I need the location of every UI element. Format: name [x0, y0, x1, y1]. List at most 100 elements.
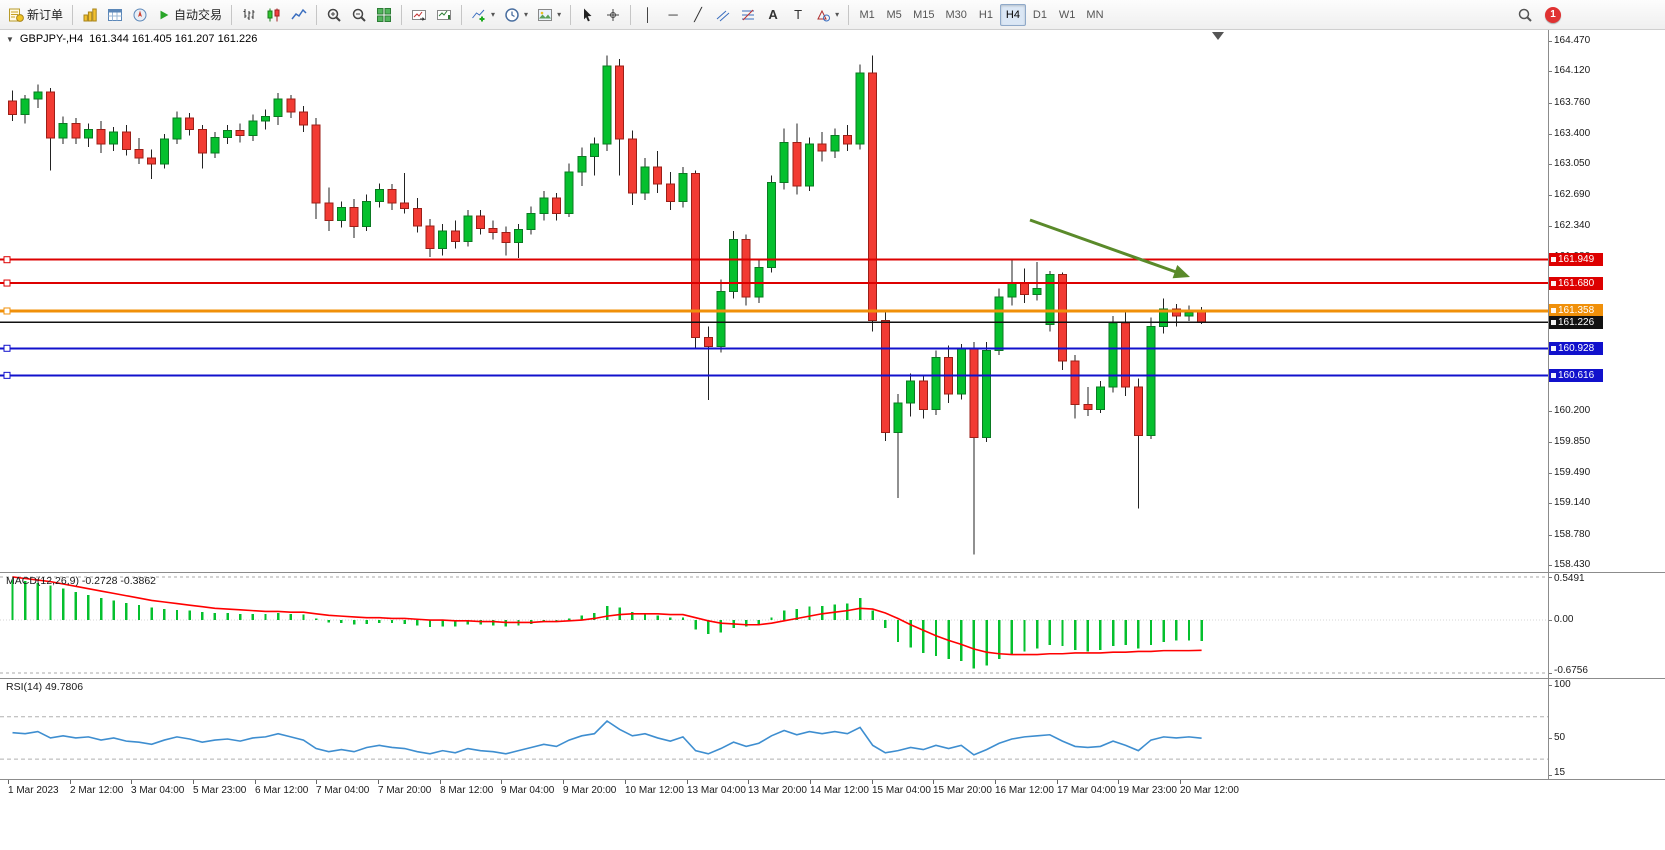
- search-button[interactable]: [1513, 3, 1537, 27]
- time-tick-mark: [501, 780, 502, 784]
- bar-chart-icon: [243, 8, 255, 20]
- timeframe-w1-button[interactable]: W1: [1058, 8, 1076, 21]
- indicators-caret-icon: ▾: [491, 9, 496, 19]
- macd-tick-label: 0.5491: [1554, 573, 1585, 584]
- time-axis-label: 5 Mar 23:00: [193, 785, 247, 796]
- macd-tick-mark: [1549, 577, 1552, 578]
- shapes-caret-icon: ▾: [835, 9, 840, 19]
- line-chart-button[interactable]: [287, 3, 311, 27]
- time-axis-label: 19 Mar 23:00: [1118, 785, 1177, 796]
- timeframe-m15-button[interactable]: M15: [913, 8, 935, 21]
- new-order-icon: [9, 8, 24, 22]
- macd-canvas[interactable]: [0, 573, 1548, 678]
- navigator-icon: [133, 8, 147, 21]
- horizontal-line-tool-button[interactable]: ─: [661, 3, 685, 27]
- timeframe-m5-button[interactable]: M5: [886, 8, 902, 21]
- toolbar-right-group: 1: [1513, 3, 1561, 27]
- time-axis[interactable]: 1 Mar 2023 2 Mar 12:00 3 Mar 04:00 5 Mar 23…: [0, 779, 1665, 801]
- time-axis-label: 17 Mar 04:00: [1057, 785, 1116, 796]
- text-tool-button[interactable]: A: [761, 3, 785, 27]
- timeframe-d1-button[interactable]: D1: [1032, 8, 1047, 21]
- label-tool-button[interactable]: T: [786, 3, 810, 27]
- one-click-trading-toggle-icon[interactable]: ▼: [6, 34, 14, 44]
- timeframe-m1-button[interactable]: M1: [859, 8, 875, 21]
- time-axis-label: 8 Mar 12:00: [440, 785, 494, 796]
- chart-shift-marker: [1212, 32, 1224, 40]
- panel-separator[interactable]: [0, 572, 1665, 573]
- main-price-scale[interactable]: 164.470 164.120 163.760 163.400 163.050 162.6…: [1549, 30, 1665, 572]
- timeframe-h4-button[interactable]: H4: [999, 3, 1026, 26]
- navigator-button[interactable]: [128, 3, 152, 27]
- bar-chart-button[interactable]: [237, 3, 261, 27]
- timeframe-m30-button[interactable]: M30: [945, 8, 967, 21]
- line-handle-161.358: [3, 307, 11, 315]
- rsi-tick-mark: [1549, 685, 1552, 686]
- time-tick-mark: [8, 780, 9, 784]
- indicators-button[interactable]: ▾: [467, 3, 499, 27]
- timeframe-mn-button[interactable]: MN: [1086, 8, 1104, 21]
- time-axis-label: 20 Mar 12:00: [1180, 785, 1239, 796]
- rsi-scale[interactable]: 100 50 15: [1549, 679, 1665, 779]
- tile-windows-button[interactable]: [372, 3, 396, 27]
- time-tick-mark: [316, 780, 317, 784]
- candlestick-chart-button[interactable]: [262, 3, 286, 27]
- price-badge-161.949: 161.949: [1549, 253, 1603, 267]
- zoom-in-button[interactable]: [322, 3, 346, 27]
- price-scale-border: [1548, 30, 1549, 779]
- main-toolbar: 新订单 自动交易: [0, 0, 1665, 30]
- shapes-tool-button[interactable]: ▾: [811, 3, 843, 27]
- periods-button[interactable]: ▾: [500, 3, 532, 27]
- price-badge-160.616: 160.616: [1549, 368, 1603, 382]
- time-tick-mark: [872, 780, 873, 784]
- data-window-icon: [108, 8, 123, 21]
- rsi-tick-label: 100: [1554, 679, 1571, 690]
- templates-caret-icon: ▾: [557, 9, 562, 19]
- notification-badge[interactable]: 1: [1545, 6, 1561, 23]
- panel-separator[interactable]: [0, 678, 1665, 679]
- new-order-button[interactable]: 新订单: [4, 3, 67, 27]
- chart-header: ▼ GBPJPY-,H4 161.344 161.405 161.207 161…: [6, 33, 257, 45]
- macd-tick-mark: [1549, 620, 1552, 621]
- market-watch-button[interactable]: [78, 3, 102, 27]
- time-axis-label: 13 Mar 04:00: [687, 785, 746, 796]
- zoom-out-button[interactable]: [347, 3, 371, 27]
- cursor-button[interactable]: [576, 3, 600, 27]
- price-tick-label: 163.400: [1554, 127, 1591, 139]
- trendline-icon: ╱: [694, 7, 702, 22]
- time-tick-mark: [1118, 780, 1119, 784]
- main-chart-canvas[interactable]: [0, 30, 1548, 572]
- channel-tool-button[interactable]: [711, 3, 735, 27]
- line-handle-160.928: [3, 344, 11, 352]
- rsi-canvas[interactable]: [0, 679, 1548, 779]
- macd-scale[interactable]: 0.5491 0.00 -0.6756: [1549, 573, 1665, 678]
- trend-arrow-annotation: [1029, 218, 1182, 276]
- candlestick-series: [8, 55, 1207, 555]
- line-handle-161.680: [3, 279, 11, 287]
- price-tick-mark: [1549, 442, 1552, 443]
- price-badge-161.358: 161.358: [1549, 304, 1603, 318]
- timeframe-h1-button[interactable]: H1: [978, 8, 993, 21]
- time-tick-mark: [687, 780, 688, 784]
- rsi-line: [12, 719, 1202, 756]
- auto-scroll-button[interactable]: [432, 3, 456, 27]
- crosshair-button[interactable]: [601, 3, 625, 27]
- data-window-button[interactable]: [103, 3, 127, 27]
- channel-icon: [716, 10, 730, 21]
- time-axis-label: 16 Mar 12:00: [995, 785, 1054, 796]
- macd-indicator-label: MACD(12,26,9) -0.2728 -0.3862: [6, 575, 156, 587]
- time-tick-mark: [625, 780, 626, 784]
- auto-trading-button[interactable]: 自动交易: [153, 3, 226, 27]
- time-tick-mark: [810, 780, 811, 784]
- price-tick-label: 158.780: [1554, 528, 1591, 540]
- templates-button[interactable]: ▾: [533, 3, 565, 27]
- vertical-line-tool-button[interactable]: │: [636, 3, 660, 27]
- time-tick-mark: [933, 780, 934, 784]
- text-tool-icon: A: [768, 7, 778, 22]
- price-badge-160.928: 160.928: [1549, 341, 1603, 355]
- trendline-tool-button[interactable]: ╱: [686, 3, 710, 27]
- fibonacci-tool-button[interactable]: [736, 3, 760, 27]
- price-tick-label: 160.200: [1554, 405, 1591, 417]
- time-tick-mark: [378, 780, 379, 784]
- periods-caret-icon: ▾: [524, 9, 529, 19]
- chart-shift-button[interactable]: [407, 3, 431, 27]
